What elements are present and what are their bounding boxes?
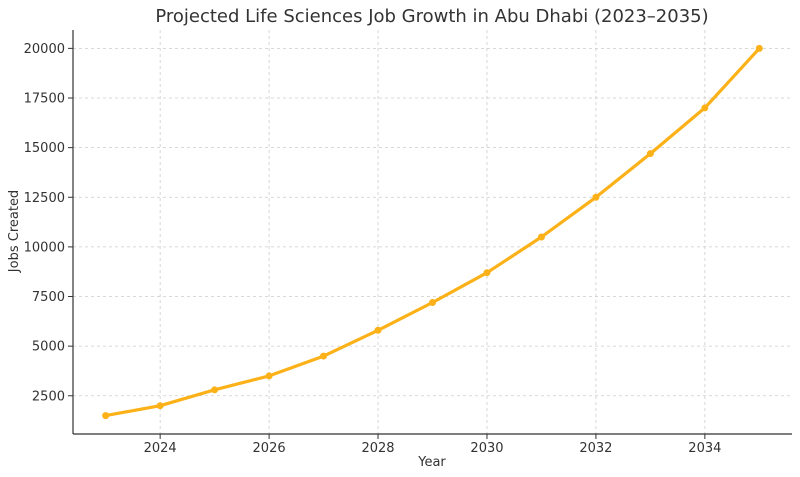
- data-point: [755, 44, 763, 52]
- y-tick-label: 5000: [32, 340, 65, 355]
- data-point: [429, 298, 436, 306]
- y-tick-label: 17500: [24, 91, 65, 106]
- axes: [72, 30, 792, 435]
- data-point: [592, 193, 600, 201]
- data-point: [646, 150, 654, 158]
- data-point: [265, 372, 273, 380]
- chart-title: Projected Life Sciences Job Growth in Ab…: [155, 6, 708, 27]
- data-point: [537, 233, 545, 241]
- data-point: [374, 326, 382, 334]
- y-tick-label: 12500: [24, 191, 65, 206]
- series-group: [102, 44, 763, 420]
- data-point: [156, 402, 164, 410]
- x-axis-ticks: 2024 2026 2028 2030 2032 2034: [144, 434, 721, 456]
- data-point: [211, 386, 219, 394]
- x-tick-label: 2030: [470, 441, 503, 456]
- y-tick-label: 2500: [32, 389, 65, 404]
- y-axis-label: Jobs Created: [7, 190, 22, 273]
- data-point: [483, 269, 491, 277]
- x-tick-label: 2028: [361, 441, 394, 456]
- data-point: [102, 412, 110, 420]
- data-point: [701, 104, 709, 112]
- y-tick-label: 10000: [24, 240, 65, 255]
- y-tick-label: 15000: [24, 141, 65, 156]
- x-tick-label: 2024: [144, 441, 177, 456]
- series-line: [104, 46, 761, 418]
- y-axis-ticks: 2500 5000 7500 10000 12500 15000 17500 20000: [24, 42, 73, 404]
- data-point: [320, 352, 328, 360]
- grid: [73, 30, 792, 434]
- x-tick-label: 2032: [579, 441, 612, 456]
- x-axis-label: Year: [417, 455, 446, 470]
- y-tick-label: 20000: [24, 42, 65, 57]
- x-tick-label: 2034: [688, 441, 721, 456]
- y-tick-label: 7500: [32, 290, 65, 305]
- x-tick-label: 2026: [253, 441, 286, 456]
